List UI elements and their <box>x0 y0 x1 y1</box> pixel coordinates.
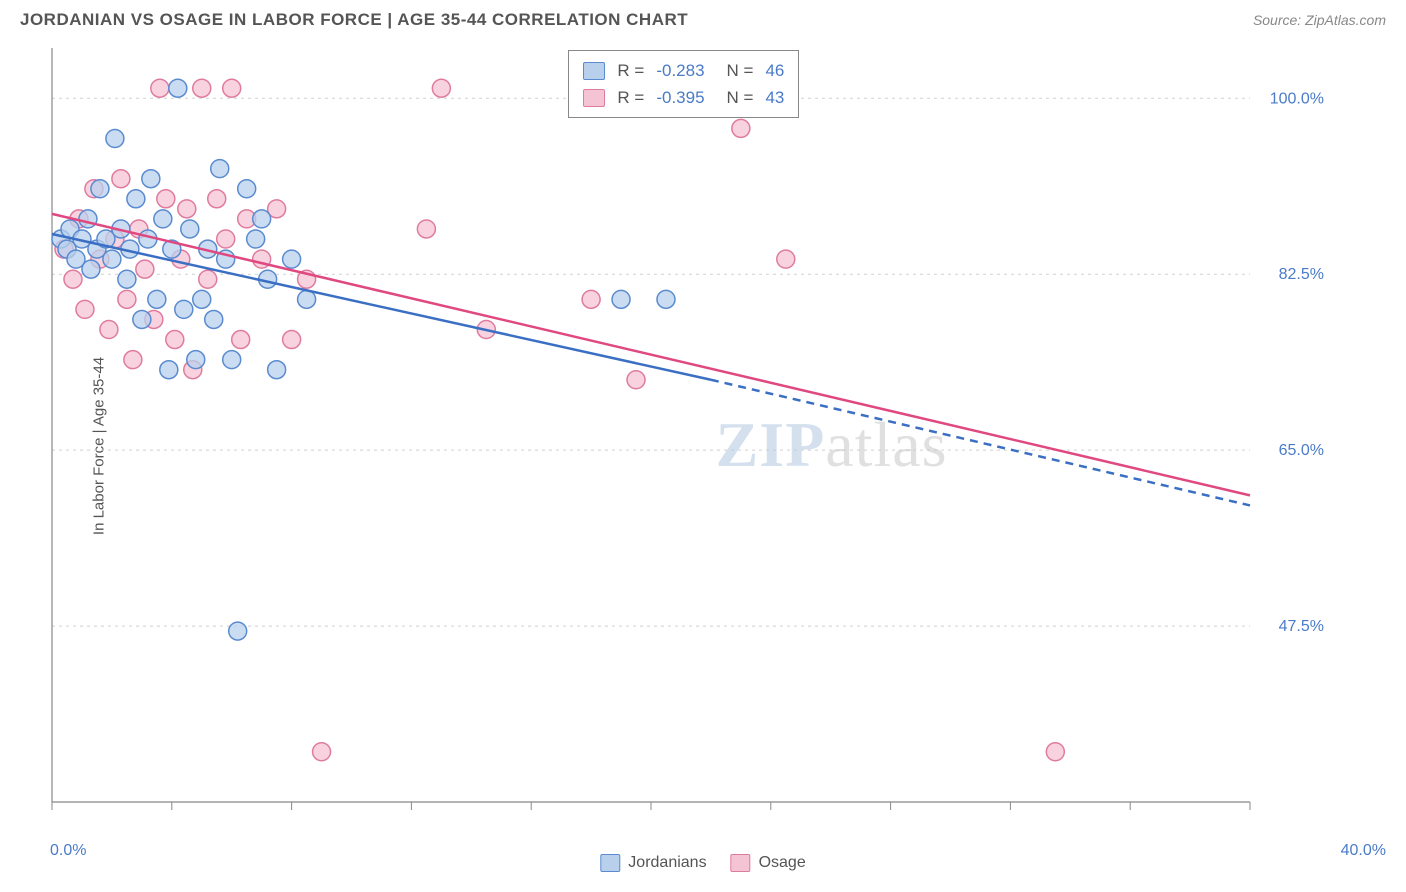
legend-label: Osage <box>759 854 806 872</box>
legend-item: Jordanians <box>600 854 706 872</box>
legend-row: R = -0.283 N = 46 <box>583 57 784 84</box>
legend-swatch <box>731 854 751 872</box>
legend-row: R = -0.395 N = 43 <box>583 84 784 111</box>
n-value: 43 <box>765 84 784 111</box>
r-value: -0.395 <box>656 84 704 111</box>
n-label: N = <box>727 84 754 111</box>
x-axis-min-label: 0.0% <box>50 842 86 860</box>
chart-area: 47.5% 65.0% 82.5% 100.0% R = -0.283 N = 46 R =-… <box>50 46 1386 832</box>
legend-swatch <box>583 89 605 107</box>
scatter-chart-svg: 47.5% 65.0% 82.5% 100.0% <box>50 46 1330 816</box>
n-value: 46 <box>765 57 784 84</box>
x-axis-max-label: 40.0% <box>1341 842 1386 860</box>
legend-swatch <box>600 854 620 872</box>
svg-text:100.0%: 100.0% <box>1270 90 1324 107</box>
n-label: N = <box>727 57 754 84</box>
legend-label: Jordanians <box>628 854 706 872</box>
svg-text:82.5%: 82.5% <box>1279 266 1324 283</box>
r-label: R = <box>617 84 644 111</box>
chart-header: JORDANIAN VS OSAGE IN LABOR FORCE | AGE … <box>0 0 1406 38</box>
chart-source: Source: ZipAtlas.com <box>1253 12 1386 28</box>
chart-title: JORDANIAN VS OSAGE IN LABOR FORCE | AGE … <box>20 10 688 30</box>
legend-item: Osage <box>731 854 806 872</box>
r-value: -0.283 <box>656 57 704 84</box>
svg-text:65.0%: 65.0% <box>1279 442 1324 459</box>
svg-text:47.5%: 47.5% <box>1279 618 1324 635</box>
correlation-legend: R = -0.283 N = 46 R = -0.395 N = 43 <box>568 50 799 118</box>
r-label: R = <box>617 57 644 84</box>
legend-swatch <box>583 62 605 80</box>
series-legend: Jordanians Osage <box>600 854 805 872</box>
